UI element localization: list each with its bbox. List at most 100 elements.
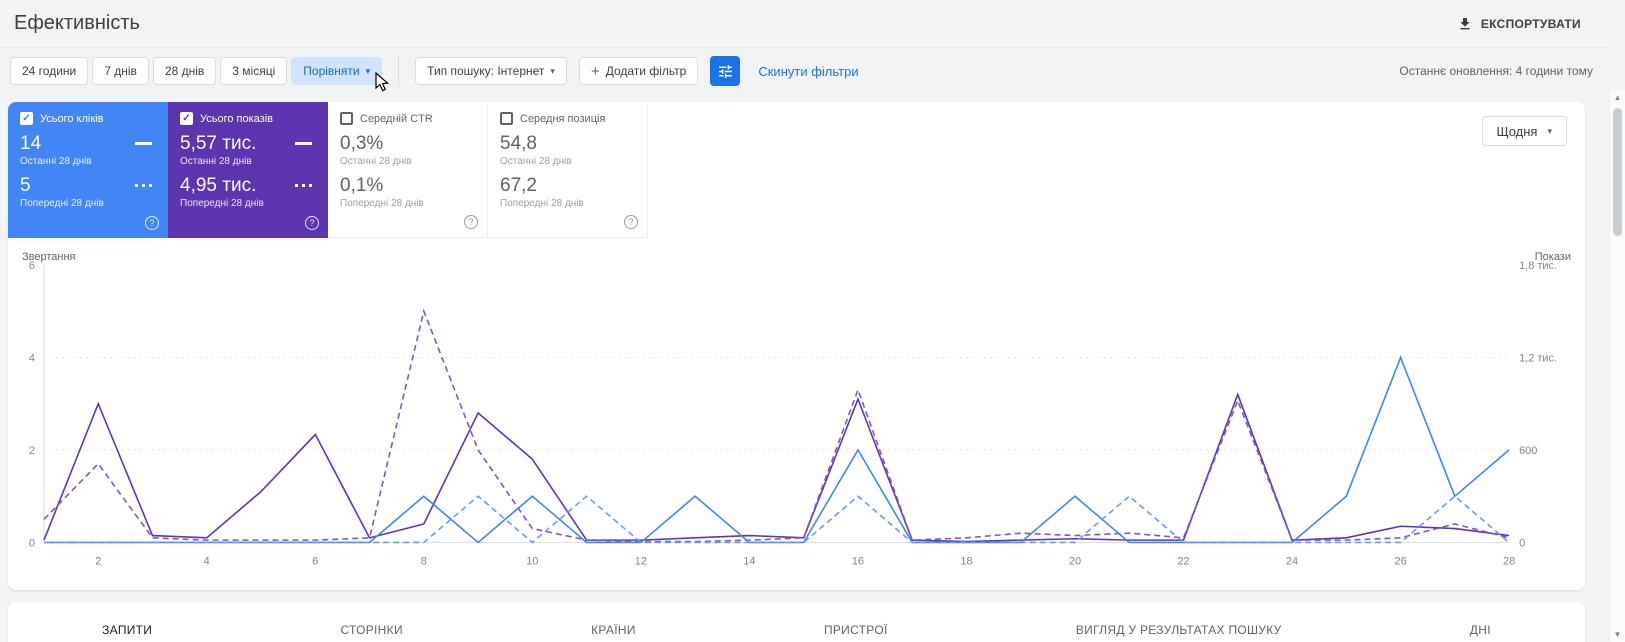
- svg-text:22: 22: [1177, 555, 1189, 567]
- card-label: Усього показів: [200, 112, 273, 125]
- right-axis-title: Покази: [1534, 251, 1571, 263]
- dimension-tabs-panel: ЗАПИТИ СТОРІНКИ КРАЇНИ ПРИСТРОЇ ВИГЛЯД У…: [8, 602, 1585, 642]
- svg-text:6: 6: [312, 555, 318, 567]
- tab-devices[interactable]: ПРИСТРОЇ: [823, 623, 888, 638]
- dimension-tabs: ЗАПИТИ СТОРІНКИ КРАЇНИ ПРИСТРОЇ ВИГЛЯД У…: [8, 602, 1585, 642]
- reset-filters-link[interactable]: Скинути фільтри: [758, 63, 859, 79]
- checkbox-total-clicks[interactable]: ✓: [20, 112, 33, 125]
- svg-text:10: 10: [526, 555, 538, 567]
- card-value-previous: 4,95 тис.: [180, 174, 257, 196]
- card-caption-previous: Попередні 28 днів: [500, 197, 584, 209]
- checkbox-average-ctr[interactable]: [340, 112, 353, 125]
- svg-text:2: 2: [29, 445, 35, 457]
- scroll-up-icon[interactable]: ▲: [1613, 93, 1622, 102]
- svg-text:28: 28: [1503, 555, 1515, 567]
- help-icon[interactable]: ?: [624, 215, 638, 229]
- header-bar: Ефективність ЕКСПОРТУВАТИ: [0, 0, 1609, 48]
- svg-text:1,2 тис.: 1,2 тис.: [1519, 352, 1557, 364]
- scroll-down-icon[interactable]: ▼: [1613, 630, 1622, 639]
- help-icon[interactable]: ?: [464, 215, 478, 229]
- svg-text:0: 0: [1519, 537, 1525, 549]
- scrollbar-thumb[interactable]: [1613, 108, 1622, 236]
- export-label: ЕКСПОРТУВАТИ: [1480, 16, 1581, 31]
- filter-bar: 24 години 7 днів 28 днів 3 місяці Порівн…: [0, 48, 1609, 94]
- card-caption-current: Останні 28 днів: [340, 155, 412, 167]
- svg-text:16: 16: [852, 555, 864, 567]
- checkbox-total-impressions[interactable]: ✓: [180, 112, 193, 125]
- card-value-previous: 5: [20, 174, 31, 196]
- svg-text:2: 2: [95, 555, 101, 567]
- card-label: Середній CTR: [360, 112, 433, 125]
- card-value-current: 5,57 тис.: [180, 133, 257, 154]
- checkbox-average-position[interactable]: [500, 112, 513, 125]
- svg-text:20: 20: [1069, 555, 1081, 567]
- plus-icon: +: [590, 62, 600, 80]
- search-type-dropdown[interactable]: Тип пошуку: Інтернет ▾: [415, 57, 567, 85]
- help-icon[interactable]: ?: [305, 216, 319, 230]
- check-icon: ✓: [22, 112, 31, 124]
- chevron-down-icon: ▾: [1547, 125, 1552, 136]
- card-value-current: 0,3%: [340, 133, 384, 154]
- svg-text:0: 0: [29, 537, 35, 549]
- scrollbar[interactable]: ▲ ▼: [1609, 90, 1625, 642]
- tab-queries[interactable]: ЗАПИТИ: [102, 623, 153, 638]
- page-title: Ефективність: [14, 12, 140, 34]
- svg-text:4: 4: [204, 555, 210, 567]
- range-button-24h[interactable]: 24 години: [10, 57, 89, 85]
- download-icon: [1460, 17, 1470, 29]
- svg-text:24: 24: [1286, 555, 1298, 567]
- svg-text:26: 26: [1395, 555, 1407, 567]
- range-button-28d[interactable]: 28 днів: [152, 57, 217, 85]
- add-filter-label: Додати фільтр: [605, 64, 687, 78]
- tab-countries[interactable]: КРАЇНИ: [591, 623, 636, 638]
- divider: [398, 56, 400, 86]
- compare-button[interactable]: Порівняти ▾: [291, 57, 383, 85]
- card-caption-previous: Попередні 28 днів: [20, 197, 104, 209]
- svg-text:14: 14: [743, 555, 755, 567]
- add-filter-button[interactable]: + Додати фільтр: [578, 57, 699, 85]
- svg-text:12: 12: [635, 555, 647, 567]
- metric-card-average-ctr[interactable]: Середній CTR 0,3% Останні 28 днів 0,1% П…: [328, 102, 488, 238]
- last-updated-text: Останнє оновлення: 4 години тому: [1399, 64, 1593, 78]
- card-caption-current: Останні 28 днів: [500, 155, 572, 167]
- card-caption-current: Останні 28 днів: [180, 155, 252, 167]
- card-value-previous: 67,2: [500, 174, 537, 196]
- check-icon: ✓: [182, 112, 191, 124]
- card-value-previous: 0,1%: [340, 174, 384, 196]
- granularity-dropdown[interactable]: Щодня ▾: [1481, 116, 1567, 146]
- tab-dates[interactable]: ДНІ: [1469, 623, 1491, 638]
- previous-period-line-mark: [295, 184, 312, 188]
- card-label: Усього кліків: [40, 112, 104, 125]
- card-caption-previous: Попередні 28 днів: [340, 197, 424, 209]
- filter-toggle-button[interactable]: [710, 56, 741, 86]
- card-value-current: 54,8: [500, 133, 537, 154]
- tune-icon: [718, 64, 732, 78]
- granularity-label: Щодня: [1496, 123, 1538, 139]
- svg-text:18: 18: [960, 555, 972, 567]
- metric-card-average-position[interactable]: Середня позиція 54,8 Останні 28 днів 67,…: [488, 102, 648, 238]
- metric-card-total-impressions[interactable]: ✓ Усього показів 5,57 тис. Останні 28 дн…: [168, 102, 328, 238]
- card-caption-previous: Попередні 28 днів: [180, 197, 264, 209]
- search-type-label: Тип пошуку: Інтернет: [427, 64, 545, 78]
- previous-period-line-mark: [135, 184, 152, 188]
- range-button-3m[interactable]: 3 місяці: [220, 57, 288, 85]
- tab-search-appearance[interactable]: ВИГЛЯД У РЕЗУЛЬТАТАХ ПОШУКУ: [1075, 623, 1282, 638]
- svg-text:4: 4: [29, 352, 35, 364]
- svg-text:8: 8: [421, 555, 427, 567]
- current-period-line-mark: [295, 142, 312, 146]
- svg-text:600: 600: [1519, 445, 1537, 457]
- left-axis-title: Звертання: [22, 251, 76, 263]
- help-icon[interactable]: ?: [145, 216, 159, 230]
- export-button[interactable]: ЕКСПОРТУВАТИ: [1457, 16, 1581, 32]
- card-label: Середня позиція: [520, 112, 606, 125]
- current-period-line-mark: [135, 142, 152, 146]
- svg-text:6: 6: [29, 260, 35, 272]
- metric-card-total-clicks[interactable]: ✓ Усього кліків 14 Останні 28 днів 5 Поп…: [8, 102, 168, 238]
- chevron-down-icon: ▾: [550, 65, 555, 76]
- range-button-7d[interactable]: 7 днів: [92, 57, 149, 85]
- chevron-down-icon: ▾: [365, 65, 371, 76]
- compare-label: Порівняти: [303, 64, 360, 78]
- tab-pages[interactable]: СТОРІНКИ: [340, 623, 403, 638]
